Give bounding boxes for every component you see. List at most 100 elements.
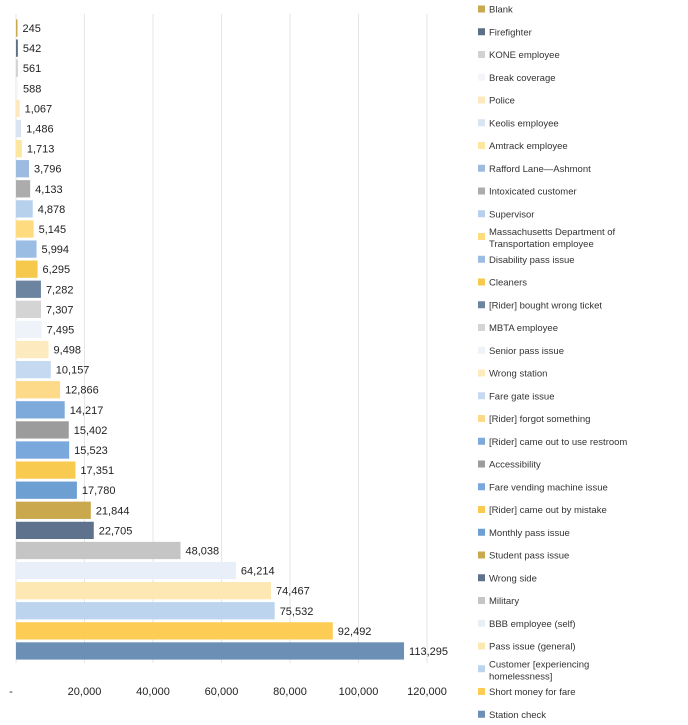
data-label: 22,705 bbox=[99, 525, 133, 537]
value-labels-group: 245 542 561 588 1,067 1,486 1,713 3,796 4,133 4,8… bbox=[23, 23, 448, 658]
legend-swatch bbox=[478, 187, 485, 195]
bar bbox=[16, 180, 31, 198]
legend-swatch bbox=[478, 551, 485, 559]
data-label: 4,133 bbox=[35, 184, 63, 196]
legend-label: Short money for fare bbox=[489, 687, 576, 698]
legend: Blank Firefighter KONE employee Break cover… bbox=[478, 5, 627, 721]
legend-swatch bbox=[478, 142, 485, 149]
data-label: 4,878 bbox=[38, 204, 66, 216]
x-tick-label: 60,000 bbox=[205, 686, 239, 698]
data-label: 17,351 bbox=[80, 465, 114, 477]
bar bbox=[16, 300, 42, 318]
x-tick-label: 100,000 bbox=[339, 686, 379, 698]
bar bbox=[16, 119, 22, 138]
bar bbox=[16, 59, 18, 77]
data-label: 1,713 bbox=[27, 144, 55, 156]
legend-swatch bbox=[478, 210, 485, 218]
legend-label: Student pass issue bbox=[489, 551, 569, 562]
data-label: 1,067 bbox=[25, 103, 53, 115]
legend-label: Supervisor bbox=[489, 209, 534, 220]
legend-label: Wrong station bbox=[489, 369, 547, 380]
bar bbox=[16, 39, 18, 57]
legend-swatch bbox=[478, 392, 485, 400]
legend-label: Massachusetts Department of Transportatio… bbox=[489, 227, 616, 250]
legend-label: Blank bbox=[489, 5, 513, 16]
legend-swatch bbox=[478, 665, 485, 673]
bar bbox=[16, 561, 236, 580]
x-tick-label: 120,000 bbox=[407, 686, 447, 698]
bar bbox=[16, 220, 34, 238]
legend-label: KONE employee bbox=[489, 50, 560, 61]
bar bbox=[16, 381, 61, 399]
data-label: 3,796 bbox=[34, 164, 62, 176]
data-label: 561 bbox=[23, 63, 41, 75]
data-label: 7,495 bbox=[47, 324, 75, 336]
legend-label: MBTA employee bbox=[489, 323, 558, 334]
legend-label: Intoxicated customer bbox=[489, 187, 577, 198]
legend-swatch bbox=[478, 437, 485, 445]
bar bbox=[16, 441, 70, 459]
legend-swatch bbox=[478, 460, 485, 468]
legend-swatch bbox=[478, 5, 485, 13]
legend-swatch bbox=[478, 164, 485, 172]
legend-label: [Rider] forgot something bbox=[489, 414, 590, 425]
bar bbox=[16, 361, 51, 379]
legend-swatch bbox=[478, 574, 485, 582]
legend-label: Senior pass issue bbox=[489, 346, 564, 357]
legend-swatch bbox=[478, 324, 485, 331]
bar bbox=[16, 79, 19, 97]
legend-swatch bbox=[478, 278, 485, 286]
legend-label: Pass issue (general) bbox=[489, 642, 576, 653]
legend-swatch bbox=[478, 688, 485, 695]
x-tick-label: 20,000 bbox=[68, 686, 102, 698]
legend-swatch bbox=[478, 28, 485, 36]
legend-label: BBB employee (self) bbox=[489, 619, 576, 630]
x-tick-label: 40,000 bbox=[136, 686, 170, 698]
bar bbox=[16, 139, 22, 158]
legend-label: Wrong side bbox=[489, 573, 537, 584]
data-label: 14,217 bbox=[70, 405, 104, 417]
data-label: 10,157 bbox=[56, 365, 90, 377]
bar bbox=[16, 280, 41, 298]
bar bbox=[16, 582, 272, 600]
legend-swatch bbox=[478, 506, 485, 513]
x-axis-ticks: - 20,000 40,000 60,000 80,000 100,000 120,000 bbox=[9, 686, 447, 698]
data-label: 542 bbox=[23, 43, 41, 55]
data-label: 21,844 bbox=[96, 505, 130, 517]
bar bbox=[16, 340, 49, 359]
legend-swatch bbox=[478, 597, 485, 604]
legend-label: Accessibility bbox=[489, 460, 541, 471]
legend-label: Disability pass issue bbox=[489, 255, 575, 266]
data-label: 9,498 bbox=[54, 345, 82, 357]
data-label: 6,295 bbox=[43, 264, 71, 276]
bar bbox=[16, 481, 77, 499]
legend-label: Rafford Lane—Ashmont bbox=[489, 164, 591, 175]
data-label: 64,214 bbox=[241, 566, 275, 578]
bar bbox=[16, 461, 76, 479]
bar bbox=[16, 521, 94, 540]
legend-swatch bbox=[478, 710, 485, 718]
bar bbox=[16, 401, 65, 419]
data-label: 48,038 bbox=[186, 545, 220, 557]
data-label: 588 bbox=[23, 83, 41, 95]
bar bbox=[16, 240, 37, 258]
legend-swatch bbox=[478, 483, 485, 491]
data-label: 12,866 bbox=[65, 385, 99, 397]
legend-label: [Rider] came out to use restroom bbox=[489, 437, 627, 448]
data-label: 7,307 bbox=[46, 304, 74, 316]
legend-label: [Rider] bought wrong ticket bbox=[489, 300, 602, 311]
bar bbox=[16, 200, 33, 218]
bar bbox=[16, 602, 275, 620]
legend-label: Keolis employee bbox=[489, 118, 559, 129]
legend-label: Break coverage bbox=[489, 73, 556, 84]
legend-label: Cleaners bbox=[489, 278, 527, 289]
legend-label: Customer [experiencing homelessness] bbox=[489, 659, 589, 682]
legend-swatch bbox=[478, 51, 485, 58]
legend-swatch bbox=[478, 73, 485, 81]
legend-swatch bbox=[478, 369, 485, 377]
data-label: 113,295 bbox=[409, 646, 448, 658]
data-label: 1,486 bbox=[26, 124, 54, 136]
data-label: 245 bbox=[23, 23, 41, 35]
bar bbox=[16, 160, 30, 178]
x-tick-label: 80,000 bbox=[273, 686, 307, 698]
